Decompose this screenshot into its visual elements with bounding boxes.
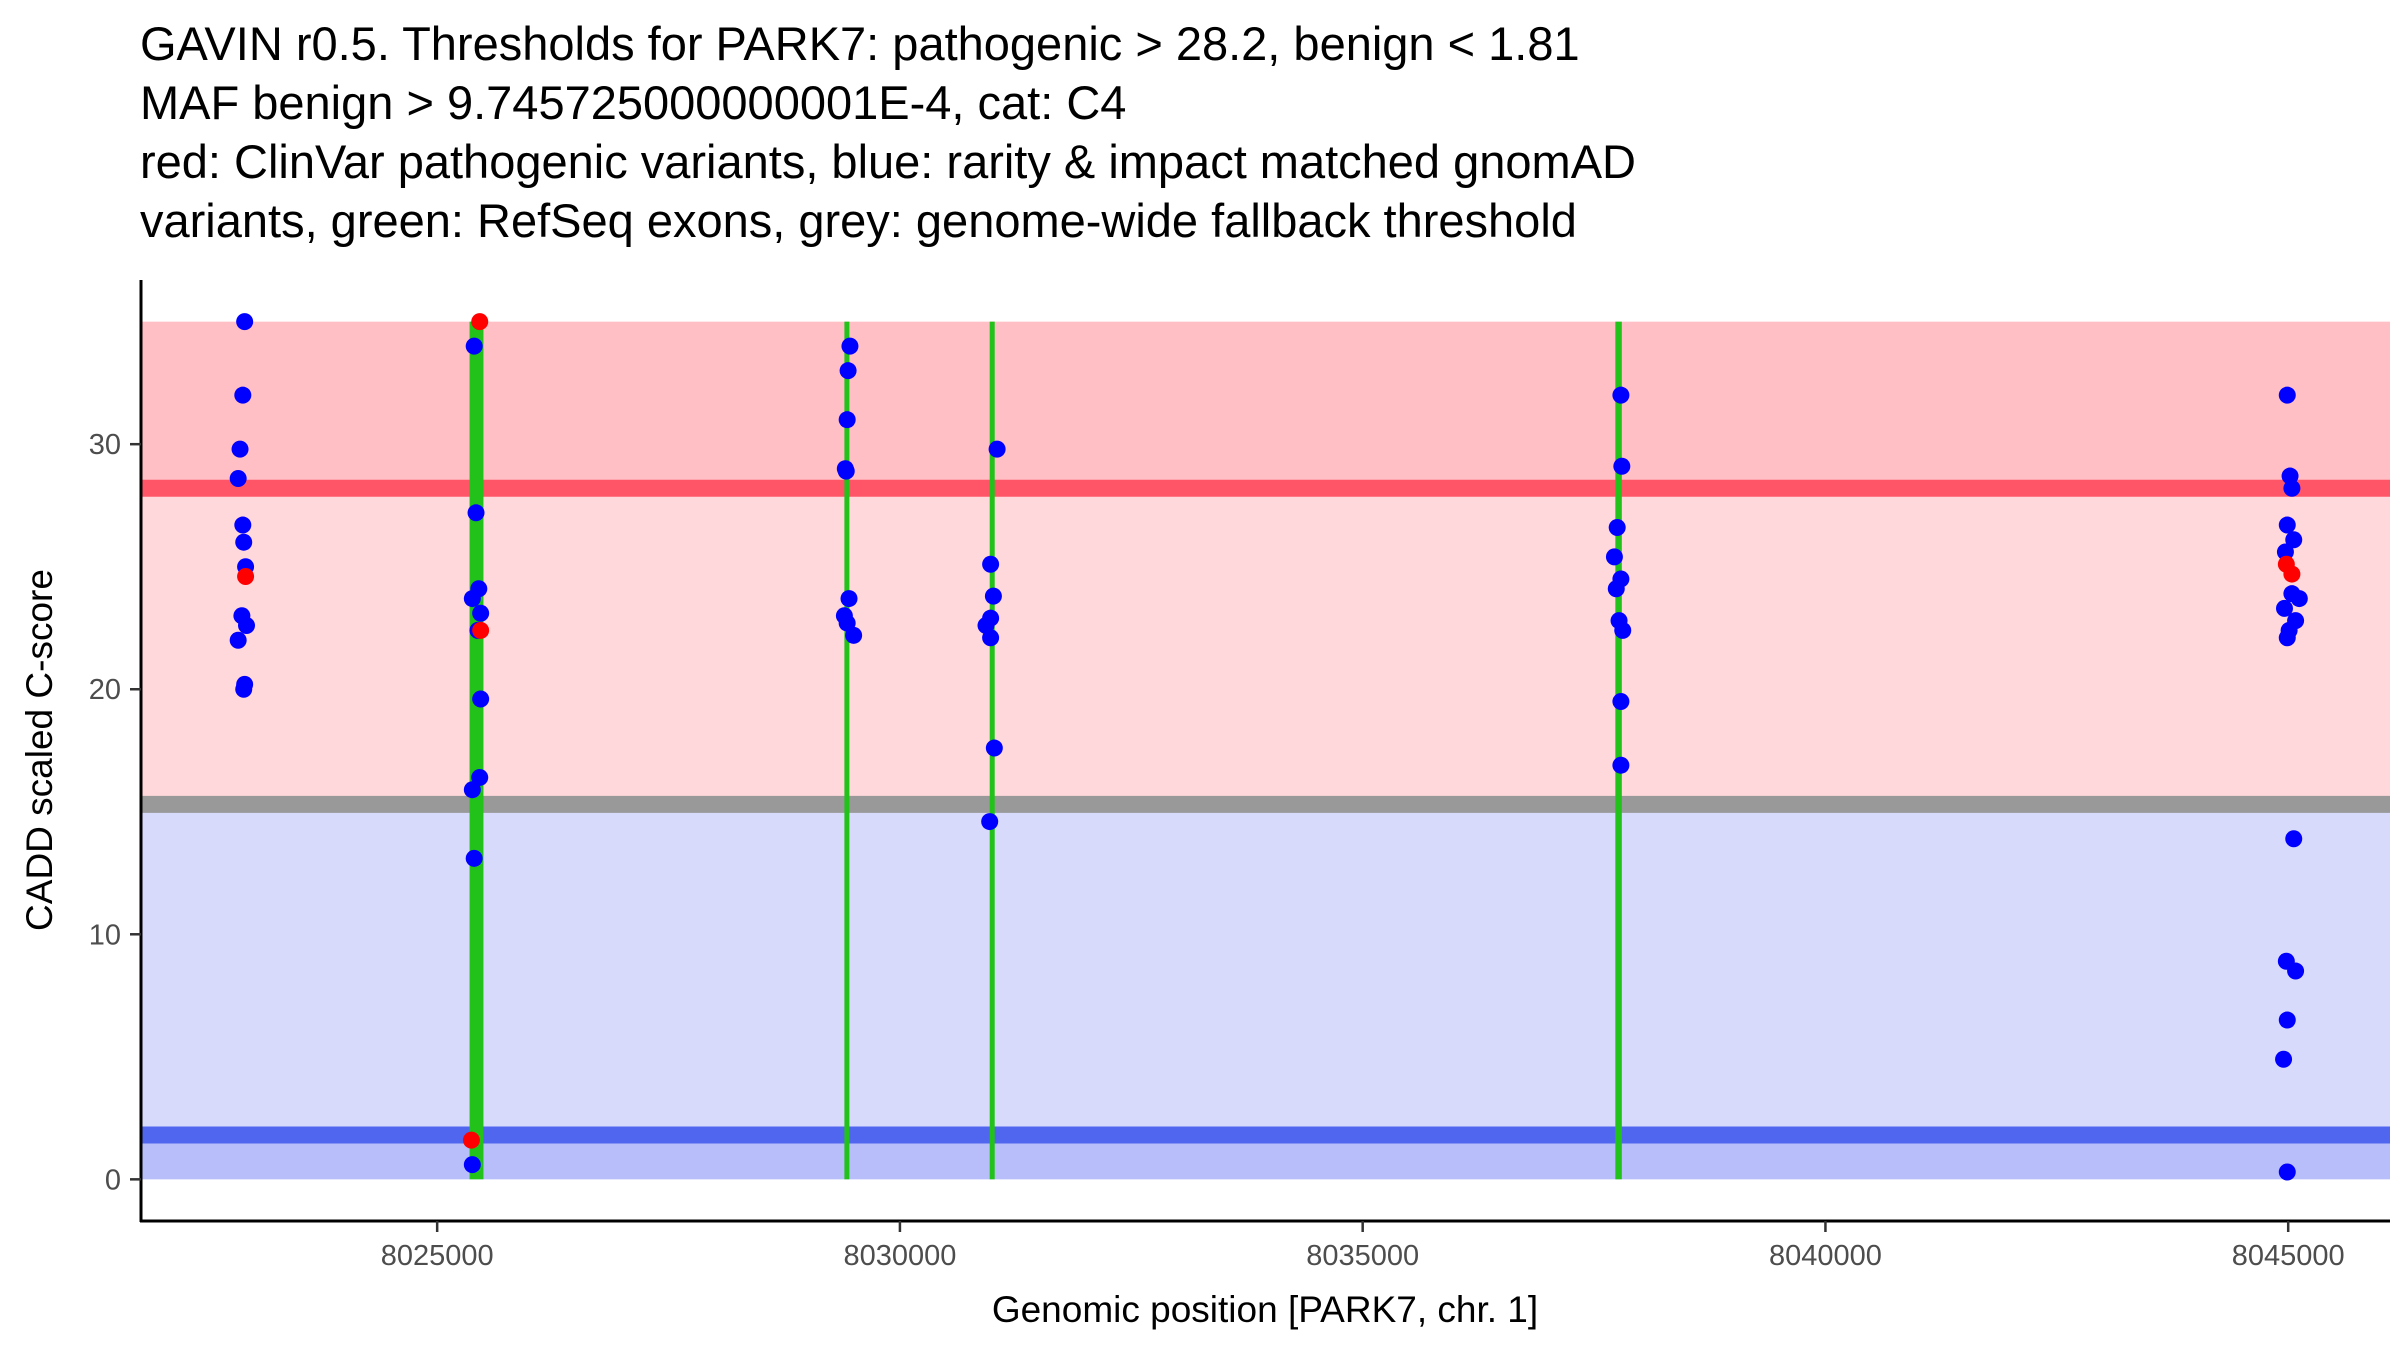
y-axis-label: CADD scaled C-score: [19, 569, 60, 931]
gnomad-point-66: [2278, 1011, 2296, 1029]
x-tick-label-8035000: 8035000: [1306, 1240, 1419, 1272]
gnomad-point-21: [463, 781, 481, 799]
gnomad-point-16: [470, 580, 488, 598]
gnomad-point-65: [2287, 962, 2305, 980]
gnomad-point-4: [229, 469, 247, 487]
clinvar-point-1: [237, 568, 255, 586]
gnomad-point-38: [982, 629, 1000, 647]
gnomad-point-3: [231, 440, 249, 458]
gnomad-point-23: [463, 1156, 481, 1174]
gnomad-point-24: [841, 337, 859, 355]
chart-title: GAVIN r0.5. Thresholds for PARK7: pathog…: [140, 14, 1636, 250]
gnomad-point-41: [1612, 386, 1630, 404]
gnomad-point-49: [1612, 692, 1630, 710]
gnomad-point-32: [845, 626, 863, 644]
region-benign-fallback: [141, 804, 2390, 1135]
gnomad-point-44: [1605, 548, 1623, 566]
threshold-lines: [141, 479, 2390, 1144]
gnomad-point-13: [465, 337, 483, 355]
gnomad-point-2: [234, 386, 252, 404]
exon-2: [844, 321, 850, 1180]
clinvar-point-3: [472, 621, 490, 639]
gnomad-point-20: [471, 768, 489, 786]
gnomad-point-33: [988, 440, 1006, 458]
gnomad-point-29: [840, 590, 858, 608]
gnomad-point-19: [472, 690, 490, 708]
gnomad-point-28: [837, 462, 855, 480]
gnomad-point-10: [229, 631, 247, 649]
gnomad-point-17: [472, 604, 490, 622]
gnomad-point-14: [467, 504, 485, 522]
gnomad-point-63: [2285, 830, 2303, 848]
gnomad-point-39: [985, 739, 1003, 757]
gnomad-point-34: [982, 555, 1000, 573]
gnomad-point-53: [2283, 479, 2301, 497]
y-ticks: 0 10 20 30: [89, 429, 141, 1196]
gnomad-point-54: [2278, 516, 2296, 534]
exon-1: [469, 321, 484, 1180]
x-ticks: 8025000 8030000 8035000 8040000 8045000: [381, 1221, 2345, 1272]
gnomad-point-46: [1607, 580, 1625, 598]
gnomad-point-58: [2290, 590, 2308, 608]
data-points: [229, 313, 2308, 1181]
gnomad-point-48: [1614, 621, 1632, 639]
gnomad-point-55: [2285, 531, 2303, 549]
gnomad-point-67: [2275, 1050, 2293, 1068]
title-line-3: red: ClinVar pathogenic variants, blue: …: [140, 135, 1636, 188]
gnomad-point-40: [981, 813, 999, 831]
clinvar-point-6: [2283, 565, 2301, 583]
gnomad-point-5: [234, 516, 252, 534]
gnomad-point-35: [984, 587, 1002, 605]
axes: [139, 280, 2390, 1223]
title-line-4: variants, green: RefSeq exons, grey: gen…: [140, 194, 1577, 247]
region-uncertain: [141, 488, 2390, 805]
gnomad-point-6: [235, 533, 253, 551]
x-axis-label: Genomic position [PARK7, chr. 1]: [992, 1289, 1538, 1330]
gnomad-point-12: [235, 680, 253, 698]
gnomad-point-9: [238, 617, 256, 635]
gnomad-point-50: [1612, 756, 1630, 774]
exon-4: [1615, 321, 1622, 1180]
gnomad-point-59: [2275, 599, 2293, 617]
gnomad-point-62: [2278, 629, 2296, 647]
title-line-1: GAVIN r0.5. Thresholds for PARK7: pathog…: [140, 17, 1580, 70]
gnomad-point-1: [236, 313, 254, 331]
y-tick-label-20: 20: [89, 674, 121, 706]
y-tick-label-10: 10: [89, 919, 121, 951]
x-tick-label-8030000: 8030000: [843, 1240, 956, 1272]
gnomad-point-43: [1608, 519, 1626, 537]
threshold-regions: [141, 321, 2390, 1180]
gnomad-point-56: [2276, 543, 2294, 561]
gnomad-point-26: [838, 411, 856, 429]
region-pathogenic: [141, 321, 2390, 489]
x-tick-label-8025000: 8025000: [381, 1240, 494, 1272]
title-line-2: MAF benign > 9.745725000000001E-4, cat: …: [140, 76, 1127, 129]
clinvar-point-2: [471, 313, 489, 331]
gnomad-point-42: [1613, 457, 1631, 475]
gnomad-point-68: [2278, 1163, 2296, 1181]
clinvar-point-4: [462, 1131, 480, 1149]
x-tick-label-8045000: 8045000: [2232, 1240, 2345, 1272]
gnomad-point-25: [839, 362, 857, 380]
y-tick-label-0: 0: [105, 1164, 121, 1196]
x-tick-label-8040000: 8040000: [1769, 1240, 1882, 1272]
gnomad-point-51: [2278, 386, 2296, 404]
y-tick-label-30: 30: [89, 429, 121, 461]
gnomad-point-22: [465, 849, 483, 867]
